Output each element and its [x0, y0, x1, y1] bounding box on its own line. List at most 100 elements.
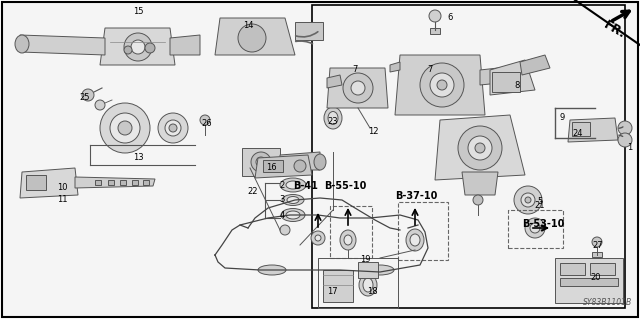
Text: 1: 1 — [627, 144, 632, 152]
Text: 14: 14 — [243, 20, 253, 29]
Ellipse shape — [287, 197, 299, 204]
Ellipse shape — [282, 195, 304, 205]
Text: 21: 21 — [535, 201, 545, 210]
Bar — [323, 270, 353, 302]
Ellipse shape — [110, 113, 140, 143]
Ellipse shape — [406, 229, 424, 251]
Ellipse shape — [410, 234, 420, 246]
Text: B-41: B-41 — [294, 181, 319, 191]
Circle shape — [592, 237, 602, 247]
Text: 23: 23 — [328, 117, 339, 127]
Text: 3: 3 — [279, 196, 285, 204]
Circle shape — [420, 63, 464, 107]
Text: 15: 15 — [132, 8, 143, 17]
Circle shape — [251, 152, 271, 172]
Circle shape — [256, 157, 266, 167]
Polygon shape — [327, 68, 388, 108]
Polygon shape — [395, 55, 485, 115]
Polygon shape — [390, 62, 400, 72]
Ellipse shape — [118, 121, 132, 135]
Circle shape — [525, 197, 531, 203]
Bar — [295, 22, 323, 40]
Circle shape — [430, 73, 454, 97]
Bar — [398, 202, 448, 260]
Circle shape — [82, 89, 94, 101]
Polygon shape — [215, 18, 295, 55]
Ellipse shape — [165, 120, 181, 136]
Circle shape — [618, 133, 632, 147]
Circle shape — [311, 231, 325, 245]
Ellipse shape — [258, 265, 286, 275]
Bar — [590, 263, 615, 275]
Ellipse shape — [344, 235, 352, 245]
Bar — [263, 160, 283, 172]
Bar — [330, 206, 372, 258]
Circle shape — [95, 100, 105, 110]
Circle shape — [429, 10, 441, 22]
Circle shape — [351, 81, 365, 95]
Ellipse shape — [314, 154, 326, 170]
Text: 2: 2 — [280, 181, 285, 189]
Polygon shape — [490, 60, 535, 95]
Circle shape — [530, 223, 540, 233]
Polygon shape — [20, 168, 78, 198]
Polygon shape — [100, 28, 175, 65]
Circle shape — [124, 46, 132, 54]
Bar — [95, 180, 101, 185]
Circle shape — [315, 235, 321, 241]
Text: 4: 4 — [280, 211, 285, 219]
Polygon shape — [462, 172, 498, 195]
Circle shape — [343, 73, 373, 103]
Text: 8: 8 — [515, 80, 520, 90]
Bar — [572, 122, 590, 136]
Ellipse shape — [324, 107, 342, 129]
Ellipse shape — [286, 181, 300, 189]
Bar — [318, 258, 398, 308]
Bar — [108, 180, 114, 185]
Text: 7: 7 — [428, 65, 433, 75]
Ellipse shape — [366, 265, 394, 275]
Bar — [430, 28, 440, 34]
Text: 17: 17 — [326, 287, 337, 296]
Polygon shape — [255, 155, 312, 178]
Text: B-55-10: B-55-10 — [324, 181, 366, 191]
Polygon shape — [520, 55, 550, 75]
Text: 25: 25 — [80, 93, 90, 102]
Text: 16: 16 — [266, 164, 276, 173]
Polygon shape — [20, 35, 105, 55]
Ellipse shape — [100, 103, 150, 153]
Bar — [492, 72, 520, 92]
Circle shape — [468, 136, 492, 160]
Ellipse shape — [359, 274, 377, 296]
Text: 22: 22 — [248, 188, 259, 197]
Text: 6: 6 — [447, 13, 452, 23]
Ellipse shape — [281, 209, 305, 221]
Bar — [560, 278, 618, 286]
Bar — [312, 5, 625, 308]
Ellipse shape — [340, 230, 356, 250]
Bar — [358, 262, 378, 278]
Text: 7: 7 — [352, 65, 358, 75]
Polygon shape — [327, 75, 342, 88]
Ellipse shape — [328, 112, 338, 124]
Circle shape — [131, 40, 145, 54]
Circle shape — [525, 218, 545, 238]
Text: 27: 27 — [593, 241, 604, 250]
Text: 9: 9 — [559, 114, 564, 122]
Circle shape — [475, 143, 485, 153]
Circle shape — [521, 193, 535, 207]
Text: 12: 12 — [368, 128, 378, 137]
Polygon shape — [170, 35, 200, 55]
Circle shape — [200, 115, 210, 125]
Circle shape — [437, 80, 447, 90]
Circle shape — [280, 225, 290, 235]
Text: SY83B1101B: SY83B1101B — [583, 298, 632, 307]
Text: 26: 26 — [202, 118, 212, 128]
Ellipse shape — [363, 278, 373, 292]
Polygon shape — [568, 118, 618, 142]
Circle shape — [145, 43, 155, 53]
Circle shape — [473, 195, 483, 205]
Bar — [143, 180, 149, 185]
Circle shape — [124, 33, 152, 61]
Circle shape — [294, 160, 306, 172]
